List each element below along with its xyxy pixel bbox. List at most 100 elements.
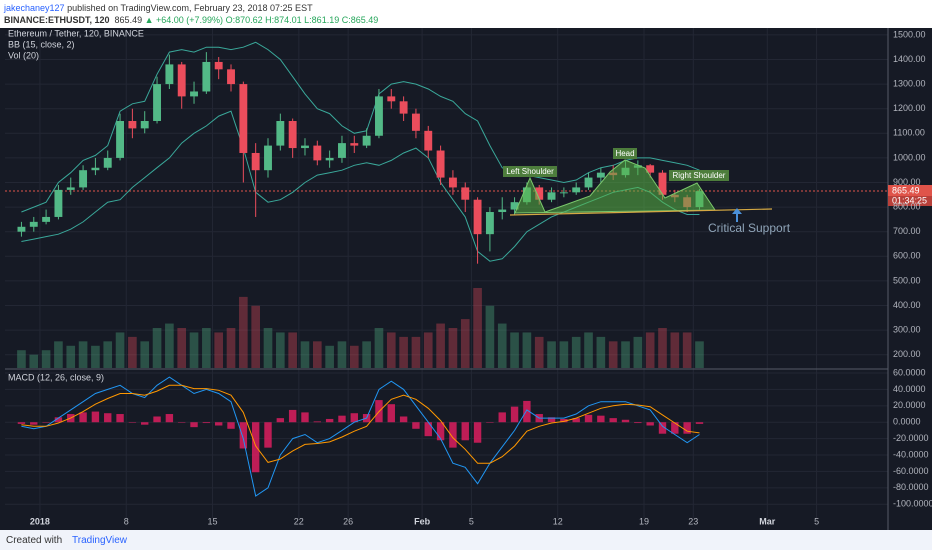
candle-body: [559, 192, 568, 194]
candle-body: [79, 170, 88, 188]
volume-bar: [165, 323, 174, 368]
x-tick-label: Feb: [414, 516, 431, 526]
volume-bar: [276, 332, 285, 368]
signal-line: [21, 384, 700, 464]
macd-histogram: [609, 418, 617, 423]
volume-bar: [202, 328, 211, 368]
indicator-label: BB (15, close, 2): [8, 39, 75, 49]
candle-body: [91, 167, 100, 171]
author[interactable]: jakechaney127: [4, 3, 65, 13]
volume-bar: [534, 336, 544, 368]
candle-body: [288, 120, 297, 149]
x-tick-label: 15: [208, 516, 218, 526]
macd-histogram: [621, 419, 630, 423]
candle-body: [436, 150, 445, 178]
volume-bar: [399, 336, 408, 368]
y-tick-label: 900.00: [893, 177, 921, 187]
macd-histogram: [510, 406, 519, 423]
macd-histogram: [634, 422, 642, 424]
volume-bar: [140, 341, 150, 368]
volume-bar: [251, 305, 260, 368]
head-shoulders-pattern: [514, 159, 716, 214]
candle-body: [66, 187, 75, 190]
footer: Created with TradingView: [0, 530, 932, 550]
candle-body: [325, 157, 334, 161]
y-tick-label: -20.0000: [893, 433, 929, 443]
macd-histogram: [584, 414, 593, 423]
macd-histogram: [214, 422, 223, 426]
indicator-label: MACD (12, 26, close, 9): [8, 372, 104, 382]
candle-body: [140, 120, 149, 129]
macd-histogram: [683, 422, 691, 434]
y-tick-label: -100.0000: [893, 499, 932, 509]
macd-histogram: [399, 416, 408, 423]
y-tick-label: 800.00: [893, 201, 921, 211]
candle-body: [251, 152, 260, 171]
volume-bar: [658, 328, 667, 368]
candle-body: [448, 177, 457, 188]
price-tag: [888, 185, 932, 196]
candle-body: [596, 172, 605, 178]
volume-bar: [300, 341, 310, 368]
macd-histogram: [486, 422, 494, 423]
x-tick-label: 5: [814, 516, 819, 526]
volume-bar: [436, 323, 445, 368]
candle-body: [239, 84, 248, 153]
volume-bar: [54, 341, 63, 368]
y-tick-label: 20.0000: [893, 400, 926, 410]
volume-bar: [239, 296, 248, 368]
y-tick-label: 200.00: [893, 349, 921, 359]
label-box: [503, 166, 557, 177]
y-tick-label: 1400.00: [893, 54, 926, 64]
macd-histogram: [227, 422, 235, 429]
change: ▲ +64.00 (+7.99%): [144, 15, 224, 25]
support-line: [509, 208, 773, 216]
candle-body: [313, 145, 322, 161]
candle-body: [42, 216, 51, 222]
volume-bar: [682, 332, 692, 368]
volume-bar: [115, 332, 125, 368]
volume-bar: [325, 345, 334, 368]
y-tick-label: 400.00: [893, 300, 921, 310]
candle-body: [362, 135, 371, 146]
macd-histogram: [449, 422, 457, 448]
x-tick-label: 26: [343, 516, 353, 526]
volume-bar: [485, 305, 495, 368]
volume-bar: [559, 341, 569, 368]
candle-body: [153, 84, 161, 121]
x-tick-label: 5: [469, 516, 474, 526]
macd-histogram: [91, 411, 100, 423]
volume-bar: [349, 345, 359, 368]
volume-bar: [263, 328, 273, 368]
y-tick-label: -40.0000: [893, 449, 929, 459]
candle-body: [572, 187, 581, 193]
brand[interactable]: TradingView: [72, 535, 128, 546]
volume-bar: [497, 323, 507, 368]
candle-body: [485, 212, 494, 235]
volume-bar: [645, 332, 655, 368]
y-tick-label: 1200.00: [893, 103, 926, 113]
candle-body: [214, 61, 223, 70]
y-tick-label: 600.00: [893, 251, 921, 261]
y-tick-label: 60.0000: [893, 367, 926, 377]
candle-body: [646, 165, 655, 173]
candle-body: [498, 209, 507, 213]
candle-body: [584, 177, 593, 188]
macd-histogram: [165, 414, 174, 423]
macd-histogram: [461, 422, 469, 441]
macd-histogram: [104, 413, 112, 423]
macd-histogram: [695, 422, 704, 424]
macd-histogram: [153, 416, 161, 423]
macd-histogram: [498, 412, 506, 423]
candle-body: [202, 61, 211, 92]
volume-bar: [522, 332, 532, 368]
volume-bar: [423, 332, 433, 368]
volume-bar: [189, 332, 199, 368]
volume-bar: [362, 341, 371, 368]
macd-histogram: [313, 421, 322, 423]
candle-body: [510, 202, 519, 210]
macd-histogram: [276, 418, 285, 423]
macd-histogram: [202, 422, 211, 424]
candle-body: [547, 192, 556, 200]
